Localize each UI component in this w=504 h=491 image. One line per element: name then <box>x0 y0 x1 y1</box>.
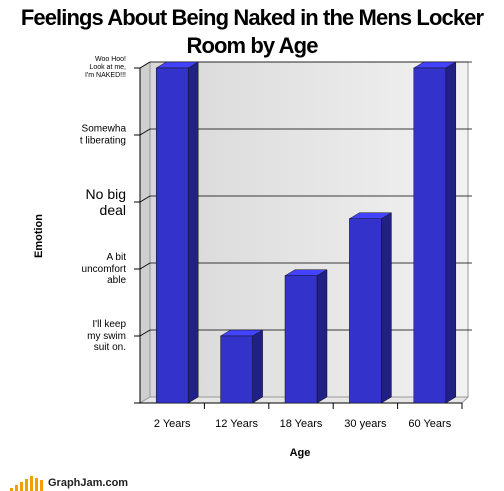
bar-side <box>252 329 263 404</box>
grid-line-depth <box>139 128 151 136</box>
grid-line-depth <box>139 195 151 203</box>
x-axis-label: Age <box>290 447 311 459</box>
bar <box>413 67 447 404</box>
y-tick-label: No big deal <box>85 185 126 218</box>
grid-line-depth <box>139 262 151 270</box>
y-tick-label: A bit uncomfort able <box>81 251 126 286</box>
bar <box>349 218 382 404</box>
grid-line-depth <box>139 329 151 337</box>
x-tick-label: 2 Years <box>154 418 191 430</box>
footer-logo <box>10 476 43 491</box>
chart-title: Feelings About Being Naked in the Mens L… <box>20 5 484 58</box>
bar-side <box>381 212 392 404</box>
bar <box>220 335 253 404</box>
x-tick-label: 60 Years <box>408 418 451 430</box>
x-tick-label: 30 years <box>344 418 387 430</box>
y-axis-label: Emotion <box>33 214 45 258</box>
bar <box>284 275 318 404</box>
footer: GraphJam.com <box>48 477 129 489</box>
y-tick-label: Somewha t liberating <box>79 123 126 147</box>
side-wall <box>139 61 151 404</box>
y-tick-label: I'll keep my swim suit on. <box>87 318 126 353</box>
x-tick-label: 12 Years <box>215 418 258 430</box>
y-tick-label: Woo Hoo! Look at me, I'm NAKED!!! <box>84 55 126 80</box>
bar-side <box>187 61 199 404</box>
x-tick-label: 18 Years <box>280 418 323 430</box>
grid-line-depth <box>139 61 151 69</box>
bar-side <box>445 61 457 404</box>
bar-side <box>316 269 328 404</box>
bar <box>155 67 189 404</box>
